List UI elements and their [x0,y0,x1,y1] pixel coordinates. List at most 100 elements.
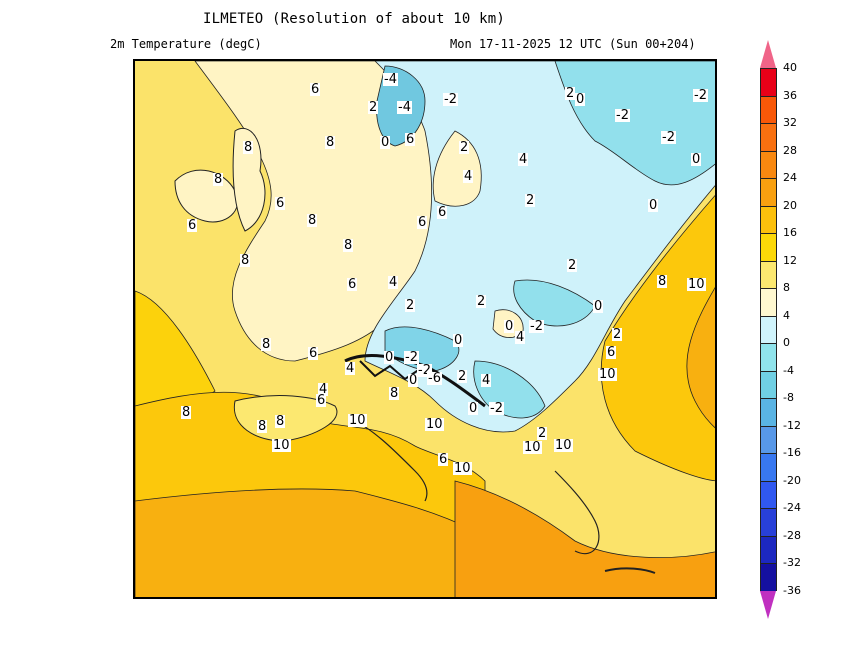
colorbar-tick-label: -28 [783,528,801,542]
colorbar-segment [760,260,777,288]
contour-label: 6 [310,82,321,97]
colorbar-tick-label: 0 [783,336,790,349]
colorbar-tick-label: 28 [783,143,797,157]
contour-label: 10 [425,417,444,432]
contour-label: 0 [408,373,419,388]
temperature-field [135,61,715,597]
contour-label: -2 [661,130,676,145]
contour-label: -2 [404,350,419,365]
colorbar-lower-arrow-icon [760,590,776,619]
colorbar-tick-label: 16 [783,226,797,239]
colorbar-tick-label: 4 [783,308,790,322]
contour-label: 4 [388,275,399,290]
contour-label: 10 [523,440,542,455]
contour-label: -2 [615,108,630,123]
contour-label: 10 [272,438,291,453]
contour-label: 2 [612,327,623,342]
contour-label: 8 [213,172,224,187]
colorbar-segment [760,343,777,371]
contour-label: 8 [257,419,268,434]
contour-label: 4 [481,373,492,388]
colorbar-tick-label: -32 [783,556,801,569]
colorbar-segment [760,288,777,316]
colorbar-segment [760,233,777,261]
contour-label: 8 [261,337,272,352]
colorbar-segment [760,68,777,96]
contour-label: 6 [438,452,449,467]
contour-label: -4 [383,72,398,87]
contour-label: 8 [307,213,318,228]
contour-label: 10 [687,277,706,292]
colorbar: 40 36 32 28 24 20 16 12 8 4 0 -4 -8 -12 -16 -20 -24 -28 -3… [760,40,840,620]
contour-label: 4 [318,382,329,397]
contour-label: 0 [504,319,515,334]
contour-label: 0 [691,152,702,167]
colorbar-tick-label: -20 [783,473,801,487]
colorbar-tick-label: 24 [783,171,797,184]
contour-label: -2 [489,401,504,416]
contour-label: -2 [443,92,458,107]
contour-label: 2 [537,426,548,441]
contour-label: 2 [368,100,379,115]
colorbar-tick-label: -36 [783,583,801,597]
contour-label: 8 [343,238,354,253]
contour-label: 6 [417,215,428,230]
colorbar-segment [760,205,777,233]
contour-label: 6 [405,132,416,147]
colorbar-tick-label: -16 [783,446,801,459]
contour-label: 10 [598,367,617,382]
contour-label: 2 [525,193,536,208]
contour-label: 0 [593,299,604,314]
contour-label: 0 [575,92,586,107]
colorbar-segment [760,535,777,563]
contour-label: 6 [308,346,319,361]
contour-label: 6 [606,345,617,360]
contour-label: 6 [187,218,198,233]
colorbar-tick-label: -8 [783,391,794,404]
colorbar-upper-arrow-icon [760,40,776,68]
contour-label: 2 [565,86,576,101]
colorbar-segment [760,563,777,591]
contour-label: 8 [325,135,336,150]
colorbar-segment [760,370,777,398]
contour-label: 6 [275,196,286,211]
contour-label: 0 [468,401,479,416]
contour-label: 6 [316,393,327,408]
colorbar-tick-label: -24 [783,501,801,514]
colorbar-segment [760,123,777,151]
contour-label: 6 [437,205,448,220]
contour-label: -2 [693,88,708,103]
colorbar-segment [760,398,777,426]
contour-label: -6 [427,371,442,386]
contour-label: 2 [476,294,487,309]
contour-label: 8 [389,386,400,401]
contour-label: 0 [648,198,659,213]
contour-label: 2 [567,258,578,273]
contour-label: 8 [240,253,251,268]
colorbar-tick-label: 20 [783,198,797,212]
colorbar-segment [760,508,777,536]
contour-label: 8 [275,414,286,429]
colorbar-segment [760,453,777,481]
contour-label: 4 [463,169,474,184]
contour-label: 0 [384,350,395,365]
colorbar-tick-label: 8 [783,281,790,294]
contour-label: 10 [554,438,573,453]
colorbar-segment [760,150,777,178]
contour-label: 2 [459,140,470,155]
colorbar-tick-label: 12 [783,253,797,267]
contour-label: 8 [181,405,192,420]
contour-label: 0 [380,135,391,150]
colorbar-segment [760,425,777,453]
colorbar-tick-label: 36 [783,88,797,102]
contour-label: 10 [348,413,367,428]
contour-label: 2 [405,298,416,313]
contour-label: 8 [243,140,254,155]
colorbar-segment [760,95,777,123]
colorbar-segment [760,178,777,206]
colorbar-tick-label: 40 [783,61,797,74]
contour-label: 4 [518,152,529,167]
contour-label: -4 [397,100,412,115]
contour-label: 4 [515,330,526,345]
variable-label: 2m Temperature (degC) [110,37,262,51]
